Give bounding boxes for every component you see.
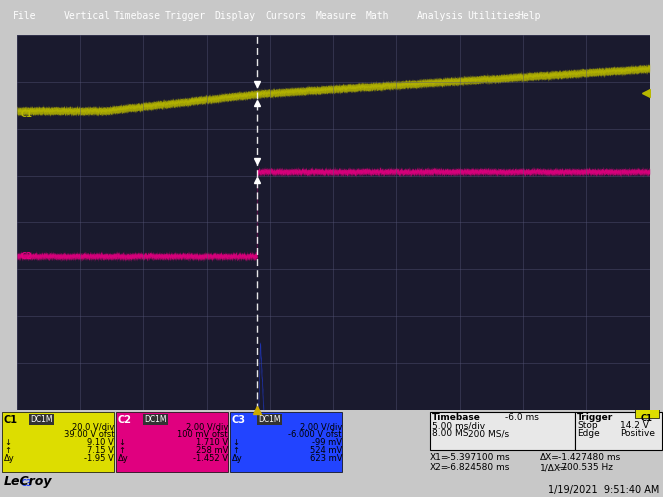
Text: -1.452 V: -1.452 V (193, 454, 228, 463)
Text: DC1M: DC1M (144, 415, 166, 424)
Text: File: File (13, 11, 36, 21)
Text: C2: C2 (21, 252, 32, 261)
Bar (635, 407, 659, 418)
Text: Timebase: Timebase (432, 413, 481, 422)
Text: LeCroy: LeCroy (4, 475, 52, 488)
Text: Utilities: Utilities (467, 11, 520, 21)
Text: C3: C3 (21, 479, 32, 488)
Text: 258 mV: 258 mV (196, 446, 228, 455)
Text: 5.00 ms/div: 5.00 ms/div (432, 421, 485, 430)
Bar (2, 412, 114, 472)
Text: -1.427480 ms: -1.427480 ms (558, 453, 621, 462)
Text: 14.2 V: 14.2 V (620, 421, 649, 430)
Text: 8.00 MS: 8.00 MS (432, 429, 469, 438)
Bar (430, 412, 575, 450)
Text: C1: C1 (21, 110, 32, 119)
Bar (575, 412, 662, 450)
Bar (230, 412, 342, 472)
Text: -700.535 Hz: -700.535 Hz (558, 463, 613, 472)
Text: Timebase: Timebase (114, 11, 161, 21)
Text: 20.0 V/div: 20.0 V/div (72, 422, 114, 431)
Text: C3: C3 (232, 415, 246, 425)
Text: 1.710 V: 1.710 V (196, 438, 228, 447)
Text: 1/19/2021  9:51:40 AM: 1/19/2021 9:51:40 AM (548, 485, 659, 495)
Text: Help: Help (517, 11, 540, 21)
Text: -5.397100 ms: -5.397100 ms (447, 453, 510, 462)
Text: X1=: X1= (430, 453, 450, 462)
Text: ↑: ↑ (118, 446, 125, 455)
Text: -6.824580 ms: -6.824580 ms (447, 463, 509, 472)
Text: 623 mV: 623 mV (310, 454, 342, 463)
Text: 1/ΔX=: 1/ΔX= (540, 463, 568, 472)
Text: Measure: Measure (316, 11, 357, 21)
Text: X2=: X2= (430, 463, 450, 472)
Text: ΔX=: ΔX= (540, 453, 560, 462)
Text: ↑: ↑ (232, 446, 239, 455)
Text: Math: Math (366, 11, 389, 21)
Text: Vertical: Vertical (64, 11, 111, 21)
Text: Positive: Positive (620, 429, 655, 438)
Text: -6.000 V ofst: -6.000 V ofst (288, 430, 342, 439)
Text: ↓: ↓ (118, 438, 125, 447)
Text: ↓: ↓ (232, 438, 239, 447)
Text: C1: C1 (4, 415, 18, 425)
Text: ↓: ↓ (4, 438, 11, 447)
Text: -1.95 V: -1.95 V (84, 454, 114, 463)
Text: 9.10 V: 9.10 V (88, 438, 114, 447)
Text: Δy: Δy (232, 454, 243, 463)
Text: -6.0 ms: -6.0 ms (505, 413, 539, 422)
Text: -99 mV: -99 mV (312, 438, 342, 447)
Text: 2.00 V/div: 2.00 V/div (300, 422, 342, 431)
Text: 2.00 V/div: 2.00 V/div (186, 422, 228, 431)
Text: Trigger: Trigger (577, 413, 613, 422)
Text: Cursors: Cursors (265, 11, 306, 21)
Text: Trigger: Trigger (164, 11, 206, 21)
Text: DC1M: DC1M (258, 415, 280, 424)
Text: Δy: Δy (118, 454, 129, 463)
Text: 7.15 V: 7.15 V (87, 446, 114, 455)
Text: Edge: Edge (577, 429, 600, 438)
Text: 39.00 V ofst: 39.00 V ofst (64, 430, 114, 439)
Text: Analysis: Analysis (416, 11, 463, 21)
Text: 100 mV ofst: 100 mV ofst (178, 430, 228, 439)
Text: C1: C1 (641, 414, 653, 423)
Text: Display: Display (215, 11, 256, 21)
Text: C2: C2 (118, 415, 132, 425)
Text: 200 MS/s: 200 MS/s (468, 429, 509, 438)
Text: Δy: Δy (4, 454, 15, 463)
Bar (116, 412, 228, 472)
Text: Stop: Stop (577, 421, 597, 430)
Text: DC1M: DC1M (30, 415, 52, 424)
Text: 524 mV: 524 mV (310, 446, 342, 455)
Text: ↑: ↑ (4, 446, 11, 455)
